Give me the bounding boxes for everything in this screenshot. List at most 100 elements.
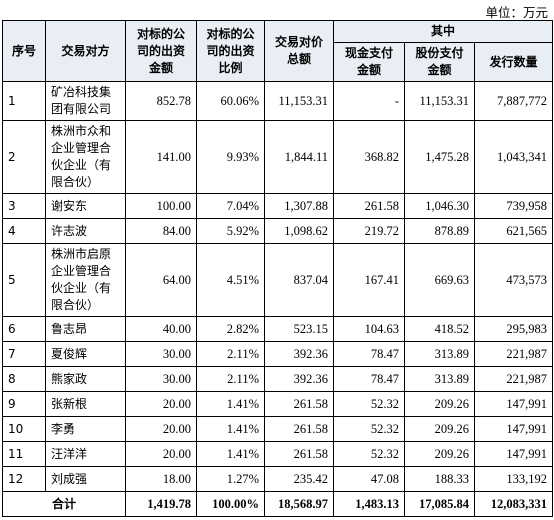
table-cell: 473,573 [474,243,553,317]
total-cell: 1,483.13 [333,491,405,517]
table-cell: 1,307.88 [264,193,334,219]
table-cell: 235.42 [264,466,334,492]
table-cell: 18.00 [125,466,197,492]
table-cell: 78.47 [333,366,405,392]
table-row: 11 汪洋洋 20.00 1.41% 261.58 52.32 209.26 147,991 [2,441,553,467]
table-cell: 2.11% [196,366,265,392]
table-head: 序号 交易对方 对标的公司的出资金额 对标的公司的出资比例 交易对价总额 其中 现金支付金额… [2,20,553,82]
table-cell: 878.89 [404,218,475,244]
table-row: 8 熊家政 30.00 2.11% 392.36 78.47 313.89 221,987 [2,366,553,392]
header-row: 序号 交易对方 对标的公司的出资金额 对标的公司的出资比例 交易对价总额 其中 [2,20,553,82]
table: 序号 交易对方 对标的公司的出资金额 对标的公司的出资比例 交易对价总额 其中 现金支付金额… [2,20,553,517]
table-cell: 1 [2,81,46,121]
table-cell: 209.26 [404,391,475,417]
table-cell: 20.00 [125,441,197,467]
total-cell: 17,085.84 [404,491,475,517]
table-cell: 523.15 [264,316,334,342]
table-cell: 221,987 [474,366,553,392]
table-cell: 5.92% [196,218,265,244]
table-cell: 9 [2,391,46,417]
table-cell: 147,991 [474,441,553,467]
table-row: 7 夏俊辉 30.00 2.11% 392.36 78.47 313.89 221,987 [2,341,553,367]
table-cell: 11,153.31 [264,81,334,121]
table-cell: 20.00 [125,391,197,417]
table-cell: 84.00 [125,218,197,244]
table-cell: 209.26 [404,441,475,467]
table-row: 12 刘成强 18.00 1.27% 235.42 47.08 188.33 133,192 [2,466,553,492]
table-cell: 852.78 [125,81,197,121]
total-row: 合计 1,419.78 100.00% 18,568.97 1,483.13 17,085… [2,491,553,517]
table-cell: 汪洋洋 [45,441,126,467]
table-cell: 368.82 [333,120,405,194]
column-header: 股份支付金额 [404,42,475,82]
table-cell: 52.32 [333,416,405,442]
table-cell: - [333,81,405,121]
total-cell: 100.00% [196,491,265,517]
table-cell: 1,844.11 [264,120,334,194]
table-cell: 熊家政 [45,366,126,392]
table-cell: 刘成强 [45,466,126,492]
unit-label: 单位：万元 [485,5,548,20]
table-cell: 261.58 [264,441,334,467]
table-cell: 11 [2,441,46,467]
table-cell: 78.47 [333,341,405,367]
table-cell: 7,887,772 [474,81,553,121]
table-cell: 313.89 [404,366,475,392]
table-row: 10 李勇 20.00 1.41% 261.58 52.32 209.26 147,991 [2,416,553,442]
table-row: 2 株洲市众和企业管理合伙企业（有限合伙） 141.00 9.93% 1,844.11 3… [2,120,553,194]
table-cell: 837.04 [264,243,334,317]
table-cell: 47.08 [333,466,405,492]
total-cell: 1,419.78 [125,491,197,517]
table-cell: 1,475.28 [404,120,475,194]
table-cell: 20.00 [125,416,197,442]
table-cell: 12 [2,466,46,492]
table-cell: 30.00 [125,366,197,392]
table-cell: 11,153.31 [404,81,475,121]
table-cell: 2 [2,120,46,194]
table-cell: 4 [2,218,46,244]
table-cell: 64.00 [125,243,197,317]
table-cell: 261.58 [333,193,405,219]
table-cell: 141.00 [125,120,197,194]
table-cell: 10 [2,416,46,442]
table-cell: 矿冶科技集团有限公司 [45,81,126,121]
table-cell: 1.41% [196,391,265,417]
total-label: 合计 [2,491,126,517]
table-cell: 261.58 [264,416,334,442]
column-header: 对标的公司的出资金额 [125,20,197,82]
table-cell: 219.72 [333,218,405,244]
total-cell: 18,568.97 [264,491,334,517]
table-cell: 261.58 [264,391,334,417]
table-cell: 株洲市众和企业管理合伙企业（有限合伙） [45,120,126,194]
table-cell: 9.93% [196,120,265,194]
table-cell: 1.41% [196,441,265,467]
table-cell: 30.00 [125,341,197,367]
column-header: 交易对价总额 [264,20,334,82]
table-cell: 8 [2,366,46,392]
table-cell: 221,987 [474,341,553,367]
total-cell: 12,083,331 [474,491,553,517]
table-cell: 313.89 [404,341,475,367]
table-cell: 鲁志昂 [45,316,126,342]
table-cell: 1.41% [196,416,265,442]
table-cell: 621,565 [474,218,553,244]
table-row: 5 株洲市启原企业管理合伙企业（有限合伙） 64.00 4.51% 837.04 167.… [2,243,553,317]
table-cell: 3 [2,193,46,219]
table-body: 1 矿冶科技集团有限公司 852.78 60.06% 11,153.31-11,153.… [2,81,553,517]
table-cell: 6 [2,316,46,342]
table-cell: 669.63 [404,243,475,317]
table-row: 9 张新根 20.00 1.41% 261.58 52.32 209.26 147,991 [2,391,553,417]
table-row: 6 鲁志昂 40.00 2.82% 523.15 104.63 418.52 295,983 [2,316,553,342]
table-cell: 52.32 [333,441,405,467]
table-cell: 147,991 [474,391,553,417]
table-cell: 4.51% [196,243,265,317]
table-cell: 167.41 [333,243,405,317]
table-cell: 100.00 [125,193,197,219]
table-cell: 谢安东 [45,193,126,219]
table-cell: 张新根 [45,391,126,417]
table-cell: 1,098.62 [264,218,334,244]
table-cell: 夏俊辉 [45,341,126,367]
table-cell: 739,958 [474,193,553,219]
column-header: 现金支付金额 [333,42,405,82]
